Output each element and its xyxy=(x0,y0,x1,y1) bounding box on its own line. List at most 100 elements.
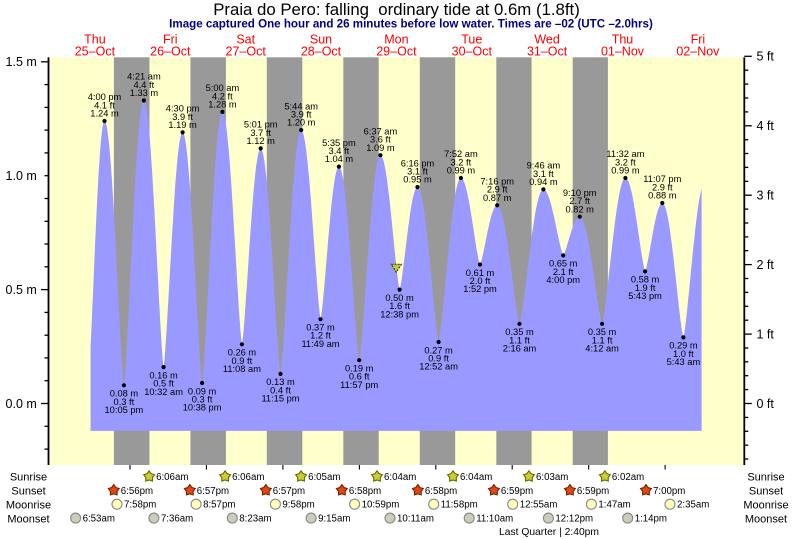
svg-text:3.9 ft: 3.9 ft xyxy=(172,112,193,122)
svg-text:4:12 am: 4:12 am xyxy=(585,344,619,354)
svg-text:0.16 m: 0.16 m xyxy=(149,370,178,380)
svg-text:0.88 m: 0.88 m xyxy=(648,191,677,201)
svg-text:0.35 m: 0.35 m xyxy=(505,327,534,337)
svg-text:0.26 m: 0.26 m xyxy=(228,348,257,358)
svg-text:0.61 m: 0.61 m xyxy=(466,268,495,278)
svg-text:6:06am: 6:06am xyxy=(232,472,264,483)
svg-text:0.99 m: 0.99 m xyxy=(611,166,640,176)
svg-text:0.27 m: 0.27 m xyxy=(424,345,453,355)
svg-text:27–Oct: 27–Oct xyxy=(226,44,267,58)
svg-text:4:00 pm: 4:00 pm xyxy=(546,275,580,285)
svg-text:4.2 ft: 4.2 ft xyxy=(212,91,233,101)
svg-text:4:00 pm: 4:00 pm xyxy=(88,92,122,102)
svg-text:0.6 ft: 0.6 ft xyxy=(349,372,370,382)
svg-text:5:43 am: 5:43 am xyxy=(667,357,701,367)
svg-text:2.0 ft: 2.0 ft xyxy=(470,276,491,286)
svg-text:Sunset: Sunset xyxy=(749,486,783,498)
svg-text:11:58pm: 11:58pm xyxy=(441,500,478,511)
svg-text:6:59pm: 6:59pm xyxy=(501,486,533,497)
svg-text:6:56pm: 6:56pm xyxy=(121,486,153,497)
svg-text:1:47am: 1:47am xyxy=(598,500,630,511)
svg-text:0.9 ft: 0.9 ft xyxy=(232,356,253,366)
svg-text:Sun: Sun xyxy=(310,32,332,46)
svg-text:0.35 m: 0.35 m xyxy=(588,327,617,337)
svg-text:5:43 pm: 5:43 pm xyxy=(628,291,662,301)
svg-text:4:21 am: 4:21 am xyxy=(127,72,161,82)
svg-text:7:52 am: 7:52 am xyxy=(444,149,478,159)
svg-text:0.3 ft: 0.3 ft xyxy=(192,395,213,405)
svg-text:6:04am: 6:04am xyxy=(460,472,492,483)
svg-text:2 ft: 2 ft xyxy=(757,258,775,272)
svg-text:7:00pm: 7:00pm xyxy=(653,486,685,497)
svg-text:4.1 ft: 4.1 ft xyxy=(94,100,115,110)
svg-text:7:36am: 7:36am xyxy=(161,514,193,525)
svg-text:1.0 ft: 1.0 ft xyxy=(673,349,694,359)
svg-text:28–Oct: 28–Oct xyxy=(301,44,342,58)
svg-text:0.5 ft: 0.5 ft xyxy=(153,379,174,389)
svg-text:0.19 m: 0.19 m xyxy=(345,364,374,374)
svg-text:6:16 pm: 6:16 pm xyxy=(401,158,435,168)
svg-text:3.2 ft: 3.2 ft xyxy=(451,157,472,167)
svg-text:Image captured One hour and 26: Image captured One hour and 26 minutes b… xyxy=(169,17,653,30)
svg-text:11:57 pm: 11:57 pm xyxy=(340,380,378,390)
svg-text:6:58pm: 6:58pm xyxy=(425,486,457,497)
svg-text:1.9 ft: 1.9 ft xyxy=(635,283,656,293)
svg-text:6:03am: 6:03am xyxy=(536,472,568,483)
svg-text:6:59pm: 6:59pm xyxy=(577,486,609,497)
svg-text:25–Oct: 25–Oct xyxy=(75,44,116,58)
svg-text:Thu: Thu xyxy=(84,32,106,46)
svg-text:3.7 ft: 3.7 ft xyxy=(250,128,271,138)
svg-text:9:46 am: 9:46 am xyxy=(527,161,561,171)
svg-text:0.9 ft: 0.9 ft xyxy=(428,354,449,364)
svg-text:1.19 m: 1.19 m xyxy=(168,120,197,130)
svg-text:Sunset: Sunset xyxy=(11,486,45,498)
svg-text:26–Oct: 26–Oct xyxy=(150,44,191,58)
svg-text:1.0 m: 1.0 m xyxy=(6,169,37,183)
svg-text:6:02am: 6:02am xyxy=(612,472,644,483)
svg-text:Sunrise: Sunrise xyxy=(747,472,784,484)
svg-text:6:06am: 6:06am xyxy=(156,472,188,483)
svg-text:0.50 m: 0.50 m xyxy=(385,293,414,303)
svg-text:0.58 m: 0.58 m xyxy=(631,275,660,285)
svg-text:7:58pm: 7:58pm xyxy=(124,500,156,511)
svg-text:1.20 m: 1.20 m xyxy=(287,118,316,128)
svg-text:1.09 m: 1.09 m xyxy=(366,143,395,153)
svg-text:0.65 m: 0.65 m xyxy=(549,259,578,269)
svg-text:2.1 ft: 2.1 ft xyxy=(553,267,574,277)
svg-text:0.3 ft: 0.3 ft xyxy=(114,397,135,407)
svg-text:2:16 am: 2:16 am xyxy=(503,344,537,354)
svg-text:6:58pm: 6:58pm xyxy=(349,486,381,497)
svg-text:10:11am: 10:11am xyxy=(397,514,434,525)
svg-text:8:23am: 8:23am xyxy=(239,514,271,525)
svg-text:0.37 m: 0.37 m xyxy=(306,323,335,333)
svg-text:2:35am: 2:35am xyxy=(677,500,709,511)
svg-text:5:44 am: 5:44 am xyxy=(284,101,318,111)
svg-text:1.2 ft: 1.2 ft xyxy=(310,331,331,341)
svg-text:3.4 ft: 3.4 ft xyxy=(329,146,350,156)
svg-text:6:53am: 6:53am xyxy=(83,514,115,525)
svg-text:6:04am: 6:04am xyxy=(384,472,416,483)
svg-text:Sat: Sat xyxy=(236,32,255,46)
svg-text:9:10 pm: 9:10 pm xyxy=(563,188,597,198)
svg-text:1.28 m: 1.28 m xyxy=(208,100,237,110)
svg-text:01–Nov: 01–Nov xyxy=(601,44,645,58)
svg-text:11:07 pm: 11:07 pm xyxy=(643,174,681,184)
svg-text:02–Nov: 02–Nov xyxy=(676,44,720,58)
svg-text:Tue: Tue xyxy=(461,32,482,46)
svg-text:1.24 m: 1.24 m xyxy=(90,109,119,119)
svg-text:4:30 pm: 4:30 pm xyxy=(166,104,200,114)
svg-text:Moonrise: Moonrise xyxy=(743,499,788,511)
svg-text:1.04 m: 1.04 m xyxy=(325,154,354,164)
svg-text:3.1 ft: 3.1 ft xyxy=(407,167,428,177)
svg-text:Moonrise: Moonrise xyxy=(6,499,51,511)
svg-text:29–Oct: 29–Oct xyxy=(376,44,417,58)
svg-text:1.5 m: 1.5 m xyxy=(6,55,37,69)
svg-text:2.7 ft: 2.7 ft xyxy=(569,196,590,206)
svg-text:5 ft: 5 ft xyxy=(757,50,775,64)
svg-text:10:59pm: 10:59pm xyxy=(362,500,400,511)
svg-text:1.1 ft: 1.1 ft xyxy=(592,335,613,345)
svg-text:10:05 pm: 10:05 pm xyxy=(105,405,144,415)
svg-text:1.12 m: 1.12 m xyxy=(246,136,275,146)
svg-text:0.0 m: 0.0 m xyxy=(6,397,37,411)
svg-text:3.2 ft: 3.2 ft xyxy=(615,157,636,167)
